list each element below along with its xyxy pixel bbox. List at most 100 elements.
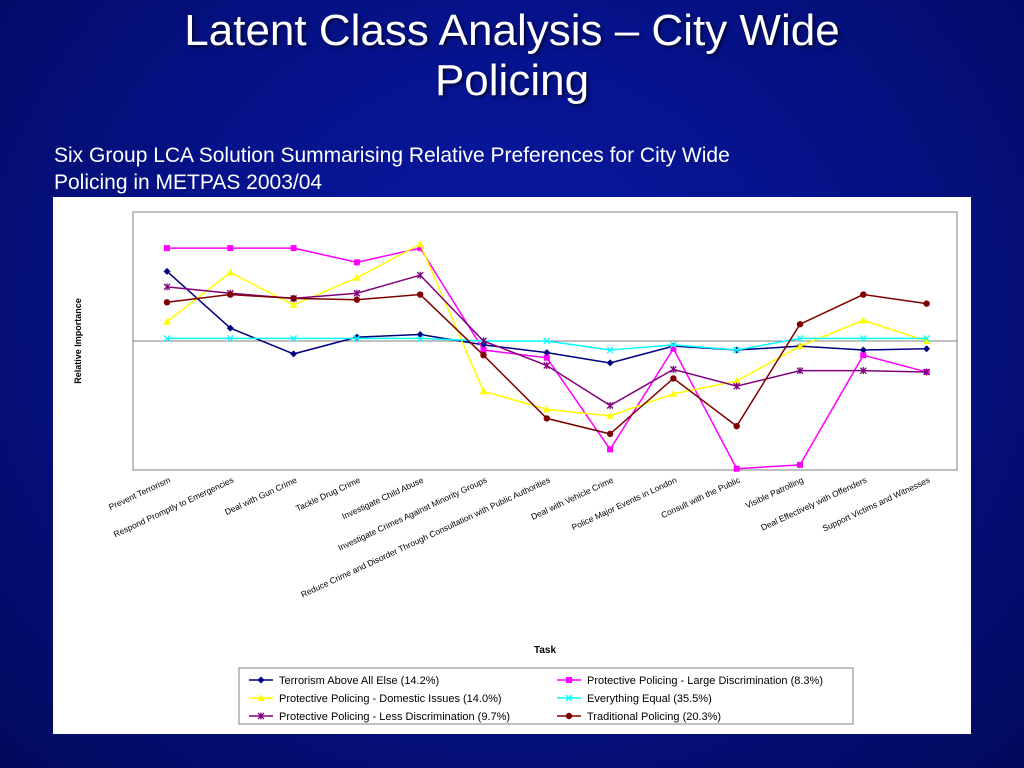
legend-swatch-marker: [565, 712, 573, 720]
data-point: [669, 341, 677, 349]
slide-title: Latent Class Analysis – City Wide Polici…: [0, 6, 1024, 106]
data-point: [859, 316, 868, 324]
slide-subtitle-line2: Policing in METPAS 2003/04: [54, 171, 323, 194]
series-group: [163, 240, 931, 472]
data-point: [923, 300, 930, 307]
data-point: [543, 354, 550, 361]
data-point: [606, 411, 614, 419]
data-point: [733, 346, 741, 354]
data-point: [290, 350, 298, 358]
legend-swatch-marker: [566, 677, 572, 683]
slide-subtitle: Six Group LCA Solution Summarising Relat…: [54, 142, 954, 196]
data-point: [289, 300, 298, 308]
data-point: [480, 347, 487, 354]
slide-title-line2: Policing: [434, 56, 590, 105]
data-point: [226, 324, 234, 332]
data-point: [543, 362, 551, 370]
legend-label: Traditional Policing (20.3%): [587, 711, 721, 723]
series-6: [163, 291, 930, 438]
legend-label: Protective Policing - Large Discriminati…: [587, 675, 823, 687]
data-point: [860, 352, 867, 359]
y-axis-title: Relative Importance: [73, 298, 83, 384]
legend-item: Terrorism Above All Else (14.2%): [249, 675, 439, 687]
data-point: [543, 349, 551, 357]
data-point: [163, 334, 171, 342]
data-point: [163, 283, 171, 291]
legend-item: Protective Policing - Domestic Issues (1…: [249, 693, 502, 705]
data-point: [417, 291, 424, 298]
x-tick-label: Support Victims and Witnesses: [821, 475, 932, 534]
x-tick-label: Respond Promptly to Emergencies: [112, 475, 235, 540]
data-point: [606, 402, 614, 409]
legend-label: Terrorism Above All Else (14.2%): [279, 675, 439, 687]
data-point: [606, 430, 614, 438]
legend-item: Traditional Policing (20.3%): [557, 711, 721, 723]
legend-swatch-marker: [257, 676, 265, 684]
data-point: [860, 291, 867, 298]
data-point: [227, 291, 234, 298]
data-point: [606, 359, 614, 367]
legend-box: [238, 667, 854, 725]
series-4: [163, 334, 931, 354]
data-point: [226, 268, 235, 276]
data-point: [353, 334, 361, 342]
data-point: [353, 289, 361, 297]
series-3: [163, 240, 931, 419]
legend-item: Protective Policing - Large Discriminati…: [557, 675, 823, 687]
data-point: [353, 296, 361, 303]
legend-label: Protective Policing - Domestic Issues (1…: [279, 693, 502, 705]
data-point: [669, 365, 677, 373]
legend-swatch-marker: [257, 712, 265, 720]
data-point: [796, 321, 804, 328]
data-point: [163, 317, 171, 325]
data-point: [290, 334, 298, 342]
data-point: [796, 367, 804, 375]
data-point: [670, 375, 677, 382]
line-chart: Relative Importance Prevent TerrorismRes…: [73, 211, 958, 725]
data-point: [923, 345, 931, 353]
data-point: [922, 337, 931, 344]
data-point: [480, 337, 487, 345]
data-point: [796, 342, 804, 350]
data-point: [859, 367, 867, 375]
legend-item: Everything Equal (35.5%): [557, 693, 712, 705]
data-point: [732, 376, 741, 384]
data-point: [416, 271, 424, 279]
data-point: [733, 382, 741, 390]
data-point: [543, 337, 551, 345]
data-point: [607, 446, 614, 453]
chart-container: Relative Importance Prevent Terrorism Res…: [53, 197, 971, 734]
data-point: [290, 245, 297, 252]
data-point: [859, 346, 867, 354]
data-point: [923, 368, 931, 376]
legend-label: Protective Policing - Less Discriminatio…: [279, 711, 510, 723]
data-point: [923, 334, 931, 342]
data-point: [227, 245, 234, 252]
x-tick-label: Deal with Gun Crime: [223, 475, 299, 517]
data-point: [859, 334, 867, 342]
data-point: [164, 245, 170, 252]
data-point: [669, 389, 678, 397]
data-point: [479, 387, 488, 395]
x-tick-label: Police Major Events in London: [570, 475, 679, 533]
x-axis-title: Task: [534, 645, 556, 656]
data-point: [163, 267, 171, 275]
data-point: [416, 240, 424, 248]
data-point: [353, 259, 360, 266]
data-point: [417, 245, 424, 252]
data-point: [290, 295, 297, 302]
data-point: [226, 334, 234, 342]
legend-swatch-marker: [257, 694, 265, 701]
x-tick-label: Deal Effectively with Offenders: [759, 475, 868, 533]
data-point: [606, 346, 614, 354]
data-point: [797, 461, 803, 468]
x-tick-label: Visible Patrolling: [744, 475, 805, 511]
data-point: [796, 334, 804, 342]
data-point: [543, 405, 551, 413]
data-point: [670, 345, 677, 352]
legend-item: Protective Policing - Less Discriminatio…: [249, 711, 510, 723]
legend-label: Everything Equal (35.5%): [587, 693, 712, 705]
legend-swatch-marker: [565, 694, 573, 702]
data-point: [163, 299, 171, 306]
